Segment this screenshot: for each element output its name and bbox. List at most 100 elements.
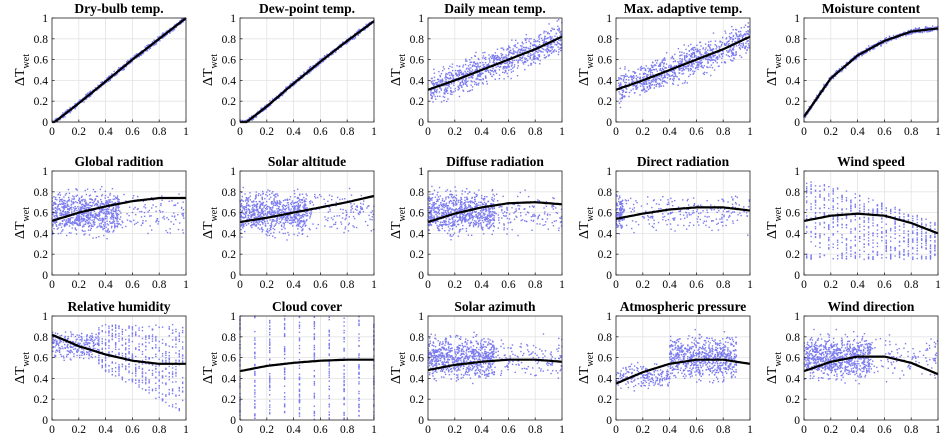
y-tick-label: 1 (794, 13, 800, 25)
data-point (432, 80, 434, 82)
data-point (662, 59, 665, 61)
data-point (111, 225, 113, 227)
data-point (81, 199, 83, 201)
data-point (658, 63, 661, 66)
data-point (537, 54, 540, 56)
data-point (636, 86, 639, 89)
data-point (872, 48, 874, 50)
data-point (529, 56, 532, 59)
data-point (639, 69, 642, 71)
data-point (643, 80, 646, 82)
data-point (89, 194, 91, 196)
data-point (482, 52, 484, 54)
data-point (86, 219, 89, 222)
data-point (687, 64, 690, 66)
data-point (710, 59, 712, 62)
data-point (728, 35, 731, 38)
data-point (57, 204, 59, 207)
data-point (105, 212, 107, 215)
data-point (522, 63, 525, 65)
data-point (90, 198, 92, 200)
data-point (681, 70, 683, 72)
y-tick-label: 0.4 (222, 75, 237, 87)
data-point (106, 220, 108, 222)
data-point (113, 202, 116, 204)
data-point (122, 221, 124, 224)
data-point (51, 231, 54, 234)
data-point (160, 204, 162, 207)
data-point (696, 50, 699, 52)
data-point (116, 214, 119, 216)
data-point (874, 47, 876, 49)
data-point (655, 80, 657, 82)
data-point (538, 43, 541, 46)
data-point (86, 204, 88, 207)
data-point (492, 57, 494, 59)
data-point (732, 35, 734, 38)
data-point (858, 56, 860, 58)
data-point (482, 64, 484, 66)
data-point (444, 88, 446, 91)
data-point (704, 49, 706, 51)
data-point (174, 23, 177, 26)
data-point (452, 77, 455, 80)
data-point (845, 61, 848, 64)
data-point (71, 198, 73, 200)
data-point (357, 33, 359, 36)
data-point (528, 38, 530, 40)
data-point (461, 72, 464, 75)
data-point (93, 210, 96, 212)
data-point (745, 31, 747, 33)
data-point (92, 201, 94, 204)
data-point (542, 48, 545, 51)
data-point (731, 37, 733, 39)
data-point (178, 193, 180, 195)
data-point (924, 26, 927, 28)
data-point (620, 78, 622, 80)
data-point (485, 65, 487, 67)
data-point (501, 62, 504, 64)
data-point (67, 219, 70, 221)
data-point (554, 35, 556, 37)
data-point (94, 215, 96, 218)
data-point (931, 29, 933, 32)
data-point (533, 44, 535, 47)
data-point (451, 66, 453, 68)
data-point (465, 58, 467, 61)
data-point (634, 92, 636, 94)
data-point (709, 46, 711, 48)
data-point (663, 69, 665, 72)
data-point (64, 200, 66, 202)
data-point (498, 58, 501, 60)
data-point (133, 208, 135, 210)
data-point (669, 75, 671, 77)
data-point (655, 81, 657, 83)
data-point (545, 56, 548, 58)
data-point (513, 51, 515, 53)
data-point (918, 26, 920, 29)
data-point (117, 223, 119, 225)
data-point (521, 45, 523, 47)
data-point (558, 30, 560, 32)
data-point (102, 212, 105, 215)
data-point (106, 237, 108, 240)
data-point (88, 222, 90, 225)
data-point (488, 65, 490, 67)
data-point (671, 71, 674, 73)
data-point (73, 196, 75, 198)
data-point (661, 67, 664, 70)
data-point (73, 197, 75, 200)
data-point (732, 28, 734, 31)
data-point (683, 56, 686, 58)
data-point (663, 76, 666, 78)
data-point (639, 85, 642, 87)
data-point (117, 200, 119, 203)
data-point (544, 35, 546, 38)
data-point (488, 59, 491, 61)
data-point (545, 41, 547, 44)
data-point (547, 37, 549, 39)
data-point (728, 43, 730, 45)
data-point (450, 72, 453, 74)
